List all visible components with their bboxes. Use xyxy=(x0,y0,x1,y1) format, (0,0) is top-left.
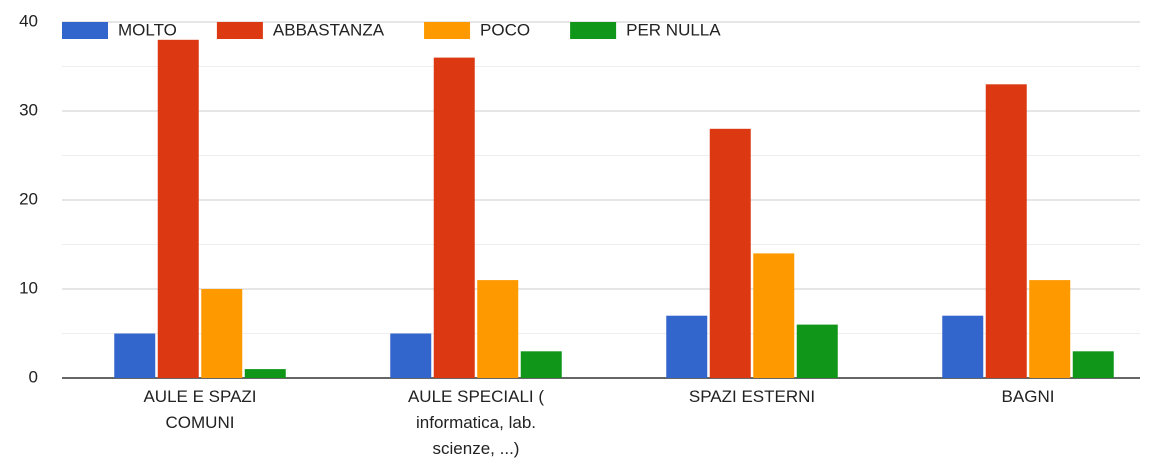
legend-swatch xyxy=(424,22,471,39)
bar xyxy=(157,39,199,379)
bar xyxy=(477,280,519,378)
bar xyxy=(1029,280,1071,378)
bar xyxy=(114,333,156,378)
bar xyxy=(390,333,432,378)
bar xyxy=(244,369,286,378)
bar xyxy=(201,289,243,378)
x-tick-label-line: BAGNI xyxy=(1002,387,1055,406)
legend-swatch xyxy=(62,22,108,39)
bar xyxy=(520,351,562,378)
x-tick-label-line: scienze, ...) xyxy=(433,439,520,458)
legend-swatch xyxy=(216,22,263,39)
legend-label: MOLTO xyxy=(118,20,177,39)
bar xyxy=(753,253,795,378)
x-tick-label-line: informatica, lab. xyxy=(416,413,536,432)
x-tick-label: SPAZI ESTERNI xyxy=(689,387,815,406)
bar xyxy=(666,315,708,378)
x-tick-label: AULE E SPAZI COMUNI xyxy=(143,387,256,432)
y-tick-label: 10 xyxy=(19,278,38,297)
bar xyxy=(942,315,984,378)
legend-label: PER NULLA xyxy=(626,20,721,39)
x-tick-label: AULE SPECIALI ( informatica, lab. scienze,… xyxy=(408,387,544,458)
y-tick-label: 40 xyxy=(19,11,38,30)
legend-label: ABBASTANZA xyxy=(273,20,385,39)
x-tick-label-line: COMUNI xyxy=(166,413,235,432)
y-tick-label: 30 xyxy=(19,100,38,119)
bar xyxy=(796,324,838,378)
legend-swatch xyxy=(570,22,617,39)
y-tick-label: 0 xyxy=(29,367,38,386)
legend-label: POCO xyxy=(480,20,530,39)
y-tick-label: 20 xyxy=(19,189,38,208)
x-tick-label-line: AULE E SPAZI xyxy=(143,387,256,406)
bar xyxy=(985,84,1027,379)
x-tick-label-line: AULE SPECIALI ( xyxy=(408,387,544,406)
bar xyxy=(1072,351,1114,378)
bar xyxy=(433,57,475,378)
x-tick-label: BAGNI xyxy=(1002,387,1055,406)
x-tick-label-line: SPAZI ESTERNI xyxy=(689,387,815,406)
bar xyxy=(709,128,751,378)
